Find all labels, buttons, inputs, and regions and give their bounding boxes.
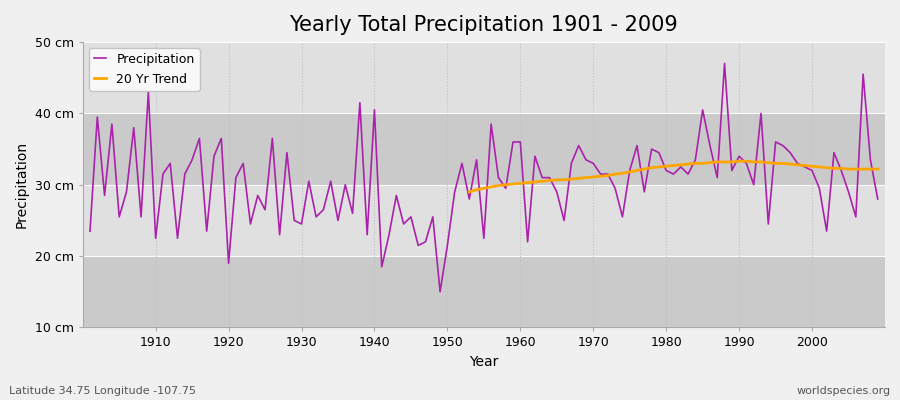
20 Yr Trend	[756, 160, 767, 164]
20 Yr Trend	[734, 159, 744, 164]
Line: Precipitation: Precipitation	[90, 64, 878, 292]
20 Yr Trend	[573, 176, 584, 181]
Precipitation	[872, 197, 883, 202]
Precipitation	[347, 211, 358, 216]
Precipitation	[609, 186, 620, 191]
20 Yr Trend	[479, 186, 490, 191]
Bar	[83, 42, 885, 114]
Precipitation	[85, 229, 95, 234]
20 Yr Trend	[464, 190, 474, 194]
20 Yr Trend	[639, 167, 650, 172]
Precipitation	[515, 140, 526, 144]
Text: worldspecies.org: worldspecies.org	[796, 386, 891, 396]
Bar	[83, 256, 885, 328]
Bar	[83, 114, 885, 185]
X-axis label: Year: Year	[469, 355, 499, 369]
Precipitation	[143, 90, 154, 94]
Precipitation	[719, 61, 730, 66]
Precipitation	[522, 240, 533, 244]
Line: 20 Yr Trend: 20 Yr Trend	[469, 161, 878, 192]
Legend: Precipitation, 20 Yr Trend: Precipitation, 20 Yr Trend	[89, 48, 200, 91]
Precipitation	[303, 179, 314, 184]
Text: Latitude 34.75 Longitude -107.75: Latitude 34.75 Longitude -107.75	[9, 386, 196, 396]
Title: Yearly Total Precipitation 1901 - 2009: Yearly Total Precipitation 1901 - 2009	[290, 15, 679, 35]
20 Yr Trend	[872, 167, 883, 172]
Precipitation	[435, 289, 446, 294]
20 Yr Trend	[748, 160, 759, 164]
20 Yr Trend	[486, 184, 497, 189]
Bar	[83, 185, 885, 256]
Y-axis label: Precipitation: Precipitation	[15, 141, 29, 228]
